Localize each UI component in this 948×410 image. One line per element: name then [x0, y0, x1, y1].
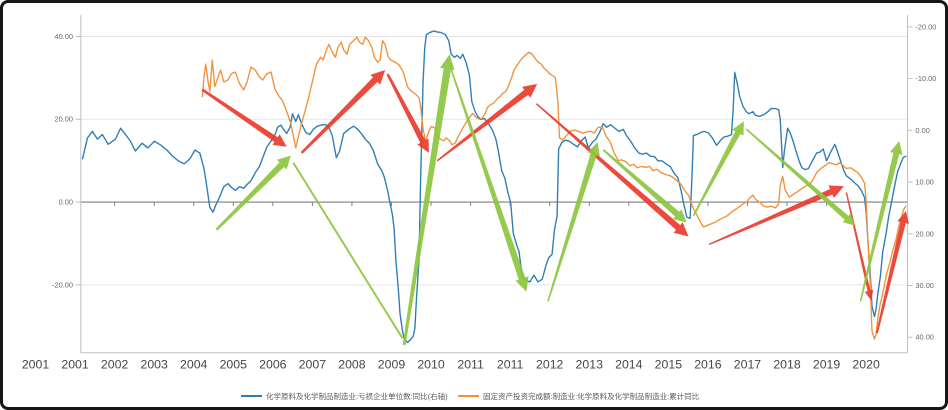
trend-arrow-green: [547, 142, 600, 302]
x-axis-year-label: 2011: [457, 358, 484, 372]
legend-label: 化学原料及化学制品制造业:亏损企业单位数:同比(右轴): [266, 391, 448, 401]
trend-arrow-red: [436, 83, 538, 162]
right-axis-tick: -10.00: [915, 74, 936, 83]
x-axis-year-label: 2001: [22, 358, 50, 372]
x-axis-year-label: 2011: [497, 358, 524, 372]
trend-arrow-green: [745, 128, 856, 226]
trend-arrow-green: [215, 155, 291, 231]
right-axis-tick: 10.00: [915, 178, 933, 187]
trend-arrow-red: [708, 185, 844, 246]
x-axis-year-label: 2016: [694, 358, 722, 372]
x-axis-year-label: 2012: [536, 358, 564, 372]
x-axis-year-label: 2010: [417, 358, 445, 372]
trend-arrow-red: [876, 211, 909, 334]
legend-dash-blue: [241, 395, 262, 397]
left-axis-tick: -20.00: [52, 280, 73, 289]
right-axis-tick: -20.00: [915, 22, 936, 31]
x-axis-year-label: 2006: [259, 358, 287, 372]
x-axis-year-label: 2020: [852, 358, 880, 372]
series-orange-line: [201, 36, 907, 340]
x-axis-year-label: 2003: [140, 358, 168, 372]
x-axis-year-label: 2007: [299, 358, 327, 372]
x-axis-year-label: 2015: [655, 358, 683, 372]
left-axis-tick: 0.00: [59, 198, 73, 207]
trend-arrow-green: [602, 149, 687, 223]
right-axis-tick: 40.00: [915, 333, 933, 342]
left-axis-tick: 20.00: [54, 115, 72, 124]
series-lines: [81, 30, 907, 344]
legend-item-loss-enterprises[interactable]: 化学原料及化学制品制造业:亏损企业单位数:同比(右轴): [241, 391, 448, 401]
trend-arrow-green: [402, 54, 455, 346]
trend-arrow-red: [300, 70, 386, 154]
legend-label: 固定资产投资完成额:制造业:化学原料及化学制品制造业:累计同比: [483, 391, 700, 401]
trend-arrow-red: [201, 88, 287, 147]
x-axis-year-label: 2018: [773, 358, 801, 372]
trend-arrow-green: [692, 121, 744, 217]
trend-arrow-green: [859, 141, 903, 302]
x-axis-year-label: 2008: [338, 358, 366, 372]
right-axis-tick: 0.00: [915, 126, 929, 135]
x-axis-year-label: 2009: [378, 358, 406, 372]
x-axis-year-label: 2004: [180, 358, 208, 372]
right-axis-tick: 30.00: [915, 281, 933, 290]
x-axis-year-label: 2019: [813, 358, 841, 372]
chart-canvas: 40.00 20.00 0.00 -20.00 -20.00 -10.00 0.00 10.…: [22, 14, 936, 372]
legend-item-fixed-investment[interactable]: 固定资产投资完成额:制造业:化学原料及化学制品制造业:累计同比: [458, 391, 699, 401]
trend-line-green: [292, 162, 404, 339]
left-axis-tick: 40.00: [54, 32, 72, 41]
series-blue-line: [81, 30, 907, 344]
x-axis-year-label: 2002: [101, 358, 129, 372]
trend-arrow-red: [845, 192, 874, 301]
trend-arrows: [201, 54, 909, 346]
right-axis-labels: -20.00 -10.00 0.00 10.00 20.00 30.00 40.00: [915, 22, 936, 341]
x-axis-year-label: 2001: [61, 358, 89, 372]
x-axis-year-label: 2005: [220, 358, 248, 372]
right-axis-tick: 20.00: [915, 229, 933, 238]
axis-lines: [75, 14, 913, 354]
trend-arrow-green: [449, 66, 529, 292]
trend-arrow-red: [535, 103, 689, 237]
left-axis-labels: 40.00 20.00 0.00 -20.00: [52, 32, 73, 289]
x-axis-year-label: 2014: [615, 358, 643, 372]
x-axis-year-label: 2017: [734, 358, 762, 372]
x-axis-year-labels: 2001 2001 2002 2003 2004 2005 2006 2007 2008 2009…: [22, 358, 880, 372]
legend-dash-orange: [458, 395, 479, 397]
trend-arrow-red: [386, 73, 429, 153]
x-axis-year-label: 2013: [576, 358, 604, 372]
